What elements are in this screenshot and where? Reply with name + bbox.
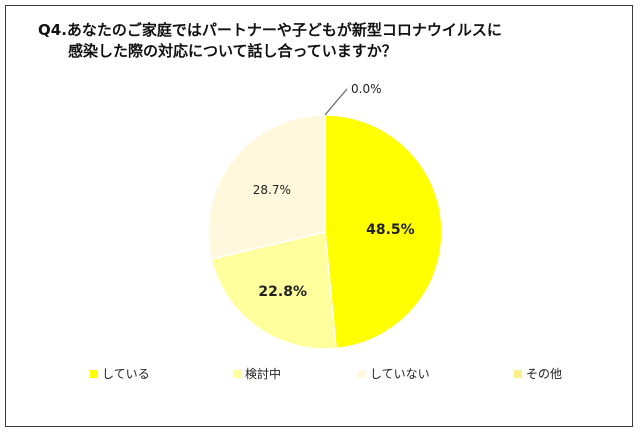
- legend-swatch-2: [358, 369, 366, 378]
- legend-label-0: している: [102, 367, 150, 381]
- legend-swatch-1: [233, 369, 241, 378]
- chart-title: Q4.あなたのご家庭ではパートナーや子どもが新型コロナウイルスに 感染した際の対…: [38, 20, 502, 62]
- slice-label-1: 22.8%: [258, 284, 307, 300]
- leader-lines: [324, 88, 348, 116]
- legend-label-3: その他: [526, 367, 563, 381]
- pie-slices: [207, 114, 443, 350]
- legend-swatch-0: [90, 369, 98, 378]
- slice-label-0: 48.5%: [366, 222, 415, 238]
- legend-item-0: している: [90, 365, 150, 382]
- legend-item-2: していない: [358, 365, 430, 382]
- slice-label-3: 0.0%: [351, 82, 382, 96]
- slice-label-2: 28.7%: [253, 183, 291, 197]
- pie-slice-2: [207, 114, 326, 260]
- leader-line-3: [324, 88, 348, 116]
- slice-labels: 48.5% 22.8% 28.7% 0.0%: [253, 82, 415, 300]
- legend-label-2: していない: [370, 367, 430, 381]
- chart-legend: している 検討中 していない その他: [0, 365, 640, 385]
- legend-item-1: 検討中: [233, 365, 281, 382]
- chart-title-line-1: Q4.あなたのご家庭ではパートナーや子どもが新型コロナウイルスに: [38, 21, 502, 39]
- pie-slice-1: [210, 231, 337, 350]
- legend-label-1: 検討中: [245, 367, 282, 381]
- chart-title-line-2: 感染した際の対応について話し合っていますか？: [68, 42, 397, 60]
- legend-item-3: その他: [514, 365, 562, 382]
- legend-swatch-3: [514, 369, 522, 378]
- pie-slice-0: [324, 114, 443, 350]
